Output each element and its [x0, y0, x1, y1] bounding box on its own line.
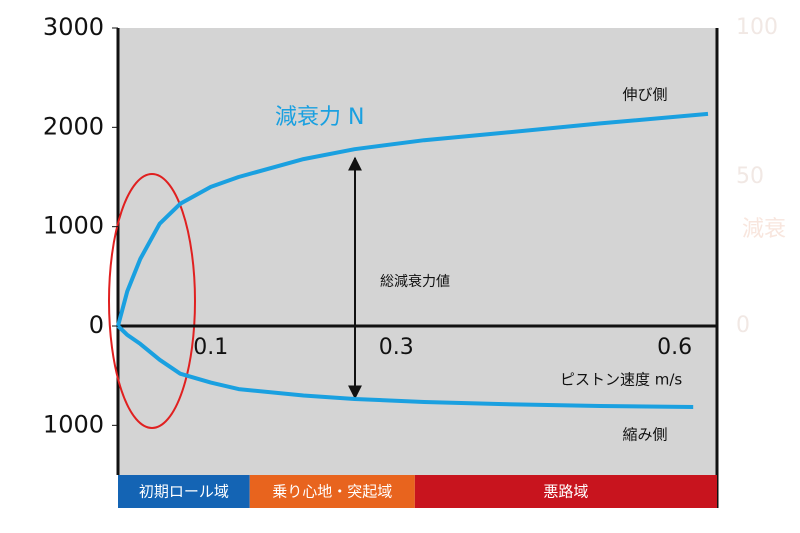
y-tick-label: 2000 [43, 112, 104, 140]
series-label: 縮み側 [622, 426, 667, 444]
x-tick-label: 0.6 [657, 335, 692, 360]
y2-tick-label: 0 [736, 313, 750, 338]
region-band [118, 475, 250, 508]
y-tick-label: 0 [89, 311, 104, 339]
region-label: 初期ロール域 [139, 483, 229, 501]
region-band [249, 475, 415, 508]
region-label: 乗り心地・突起域 [272, 483, 392, 501]
x-tick-label: 0.1 [193, 335, 228, 360]
y-tick-label: 3000 [43, 13, 104, 41]
x-axis-label: ピストン速度 m/s [560, 371, 682, 389]
y-tick-label: 1000 [43, 212, 104, 240]
line-series [116, 111, 709, 327]
region-label: 悪路域 [543, 483, 588, 501]
line-series [116, 324, 694, 409]
chart-title: 減衰力 N [275, 105, 364, 130]
y2-tick-label: 100 [736, 15, 778, 40]
annotation: 総減衰力値 [380, 273, 450, 290]
y2-tick-label: 50 [736, 164, 764, 189]
x-tick-label: 0.3 [379, 335, 414, 360]
y2-axis-label: 減衰 [742, 217, 786, 242]
y-tick-label: 1000 [43, 410, 104, 438]
series-label: 伸び側 [622, 86, 667, 104]
region-band [414, 475, 717, 508]
highlight-ellipse [108, 173, 196, 429]
